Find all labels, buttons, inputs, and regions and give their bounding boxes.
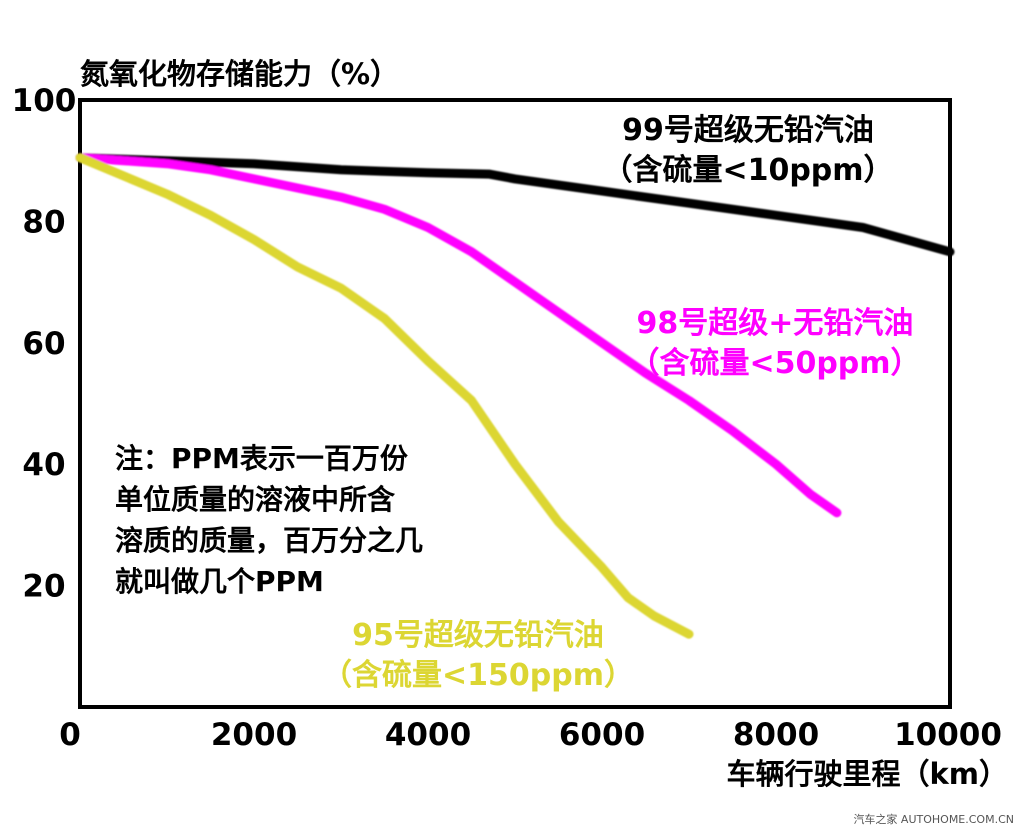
x-tick-label: 6000: [559, 717, 645, 753]
y-tick-label: 60: [22, 326, 65, 362]
x-tick-label: 4000: [385, 717, 471, 753]
series-label: （含硫量<10ppm）: [602, 153, 893, 188]
note-line: 溶质的质量，百万分之几: [115, 524, 423, 557]
y-tick-label: 100: [12, 83, 77, 119]
x-tick-label: 2000: [211, 717, 297, 753]
y-tick-label: 80: [22, 204, 65, 240]
note-line: 单位质量的溶液中所含: [115, 483, 396, 516]
series-lines: [75, 153, 955, 639]
series-line-0: [75, 153, 955, 257]
y-tick-labels: 20 40 60 80 100: [12, 83, 77, 605]
series-labels: 99号超级无铅汽油 （含硫量<10ppm） 98号超级+无铅汽油 （含硫量<50ppm…: [322, 113, 921, 693]
series-label: 98号超级+无铅汽油: [637, 306, 914, 341]
watermark: 汽车之家 AUTOHOME.COM.CN: [853, 813, 1014, 826]
series-line-1: [75, 153, 842, 518]
note-line: 注：PPM表示一百万份: [115, 442, 408, 475]
series-label: 99号超级无铅汽油: [622, 113, 874, 148]
plot-frame: [78, 98, 952, 709]
y-axis-label: 氮氧化物存储能力（%）: [80, 57, 399, 91]
x-tick-label: 10000: [894, 717, 1002, 753]
x-tick-labels: 0 2000 4000 6000 8000 10000: [59, 717, 1002, 753]
x-axis-label: 车辆行驶里程（km）: [726, 757, 1008, 791]
y-tick-label: 20: [22, 569, 65, 605]
note-line: 就叫做几个PPM: [115, 565, 324, 598]
series-label: （含硫量<150ppm）: [322, 658, 634, 693]
series-label: 95号超级无铅汽油: [352, 618, 604, 653]
x-tick-label: 8000: [733, 717, 819, 753]
series-label: （含硫量<50ppm）: [629, 346, 920, 381]
series-line-2: [75, 153, 694, 639]
x-tick-label: 0: [59, 717, 81, 753]
y-tick-label: 40: [22, 447, 65, 483]
